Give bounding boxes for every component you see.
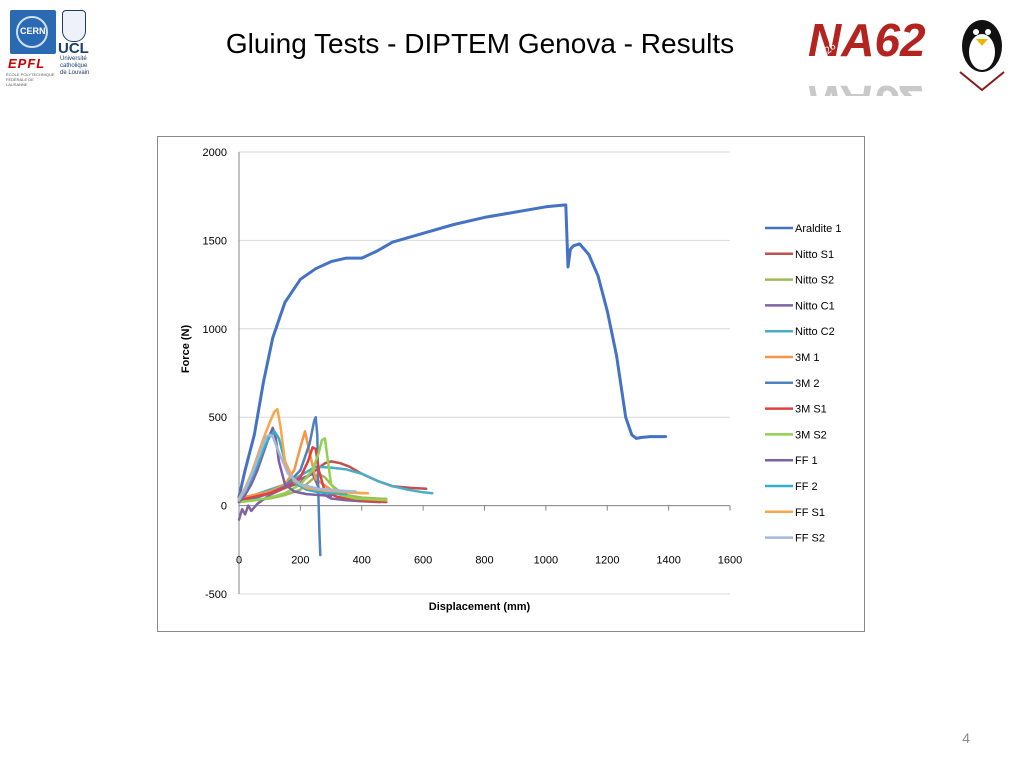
cern-logo-text: CERN xyxy=(20,26,46,36)
legend-entry: FF 2 xyxy=(795,481,818,493)
y-tick-label: 0 xyxy=(221,501,227,513)
na62-logo-text: NA62 xyxy=(808,14,926,66)
x-tick-label: 1000 xyxy=(534,555,558,567)
legend-entry: FF S2 xyxy=(795,533,825,545)
penguin-icon xyxy=(959,20,1005,92)
cern-ring-icon xyxy=(16,16,48,48)
x-tick-label: 1200 xyxy=(595,555,619,567)
x-tick-label: 600 xyxy=(414,555,432,567)
series-line-ff-s2 xyxy=(237,433,357,502)
legend-entry: Nitto C2 xyxy=(795,326,835,338)
y-tick-label: 1500 xyxy=(203,235,227,247)
series-line-ff-2 xyxy=(237,430,348,502)
y-tick-label: 1000 xyxy=(203,324,227,336)
legend-entry: 3M S1 xyxy=(795,404,827,416)
ucl-logo-subtitle: Université catholique de Louvain xyxy=(60,56,90,76)
epfl-logo-subtitle: ÉCOLE POLYTECHNIQUE FÉDÉRALE DE LAUSANNE xyxy=(6,72,55,87)
y-tick-label: 500 xyxy=(209,412,227,424)
legend-entry: Nitto C1 xyxy=(795,300,835,312)
y-tick-label: 2000 xyxy=(203,147,227,159)
legend-entry: 3M S2 xyxy=(795,429,827,441)
x-tick-label: 0 xyxy=(236,555,242,567)
series-line-nitto-c2 xyxy=(237,465,434,502)
series-line-araldite-1 xyxy=(237,203,668,499)
legend-entry: FF 1 xyxy=(795,455,818,467)
x-axis-title: Displacement (mm) xyxy=(429,601,531,613)
legend-entry: FF S1 xyxy=(795,507,825,519)
force-displacement-chart: -500 0 500 1000 1500 2000 0 200 400 600 800 1000 120… xyxy=(180,147,841,613)
page-number: 4 xyxy=(962,730,970,746)
x-tick-label: 1400 xyxy=(656,555,680,567)
cern-logo: CERN xyxy=(10,10,56,54)
legend-entry: Araldite 1 xyxy=(795,223,841,235)
y-tick-label: -500 xyxy=(205,589,227,601)
x-tick-label: 200 xyxy=(291,555,309,567)
ucl-logo-text: UCL xyxy=(58,40,89,57)
slide-title: Gluing Tests - DIPTEM Genova - Results xyxy=(225,28,735,59)
y-axis-title: Force (N) xyxy=(180,325,192,374)
legend-entry: Nitto S2 xyxy=(795,275,834,287)
x-tick-label: 400 xyxy=(353,555,371,567)
x-tick-label: 1600 xyxy=(718,555,742,567)
legend-entry: Nitto S1 xyxy=(795,249,834,261)
x-tick-label: 800 xyxy=(475,555,493,567)
na62-logo-reflection: NA62 xyxy=(808,76,926,96)
epfl-logo: EPFL xyxy=(8,56,46,71)
na62-logo: NA62 NA62 P326 xyxy=(808,14,1005,96)
legend-entry: 3M 1 xyxy=(795,352,819,364)
chart-frame xyxy=(157,136,865,632)
ucl-shield-icon xyxy=(62,10,86,42)
legend-entry: 3M 2 xyxy=(795,378,819,390)
